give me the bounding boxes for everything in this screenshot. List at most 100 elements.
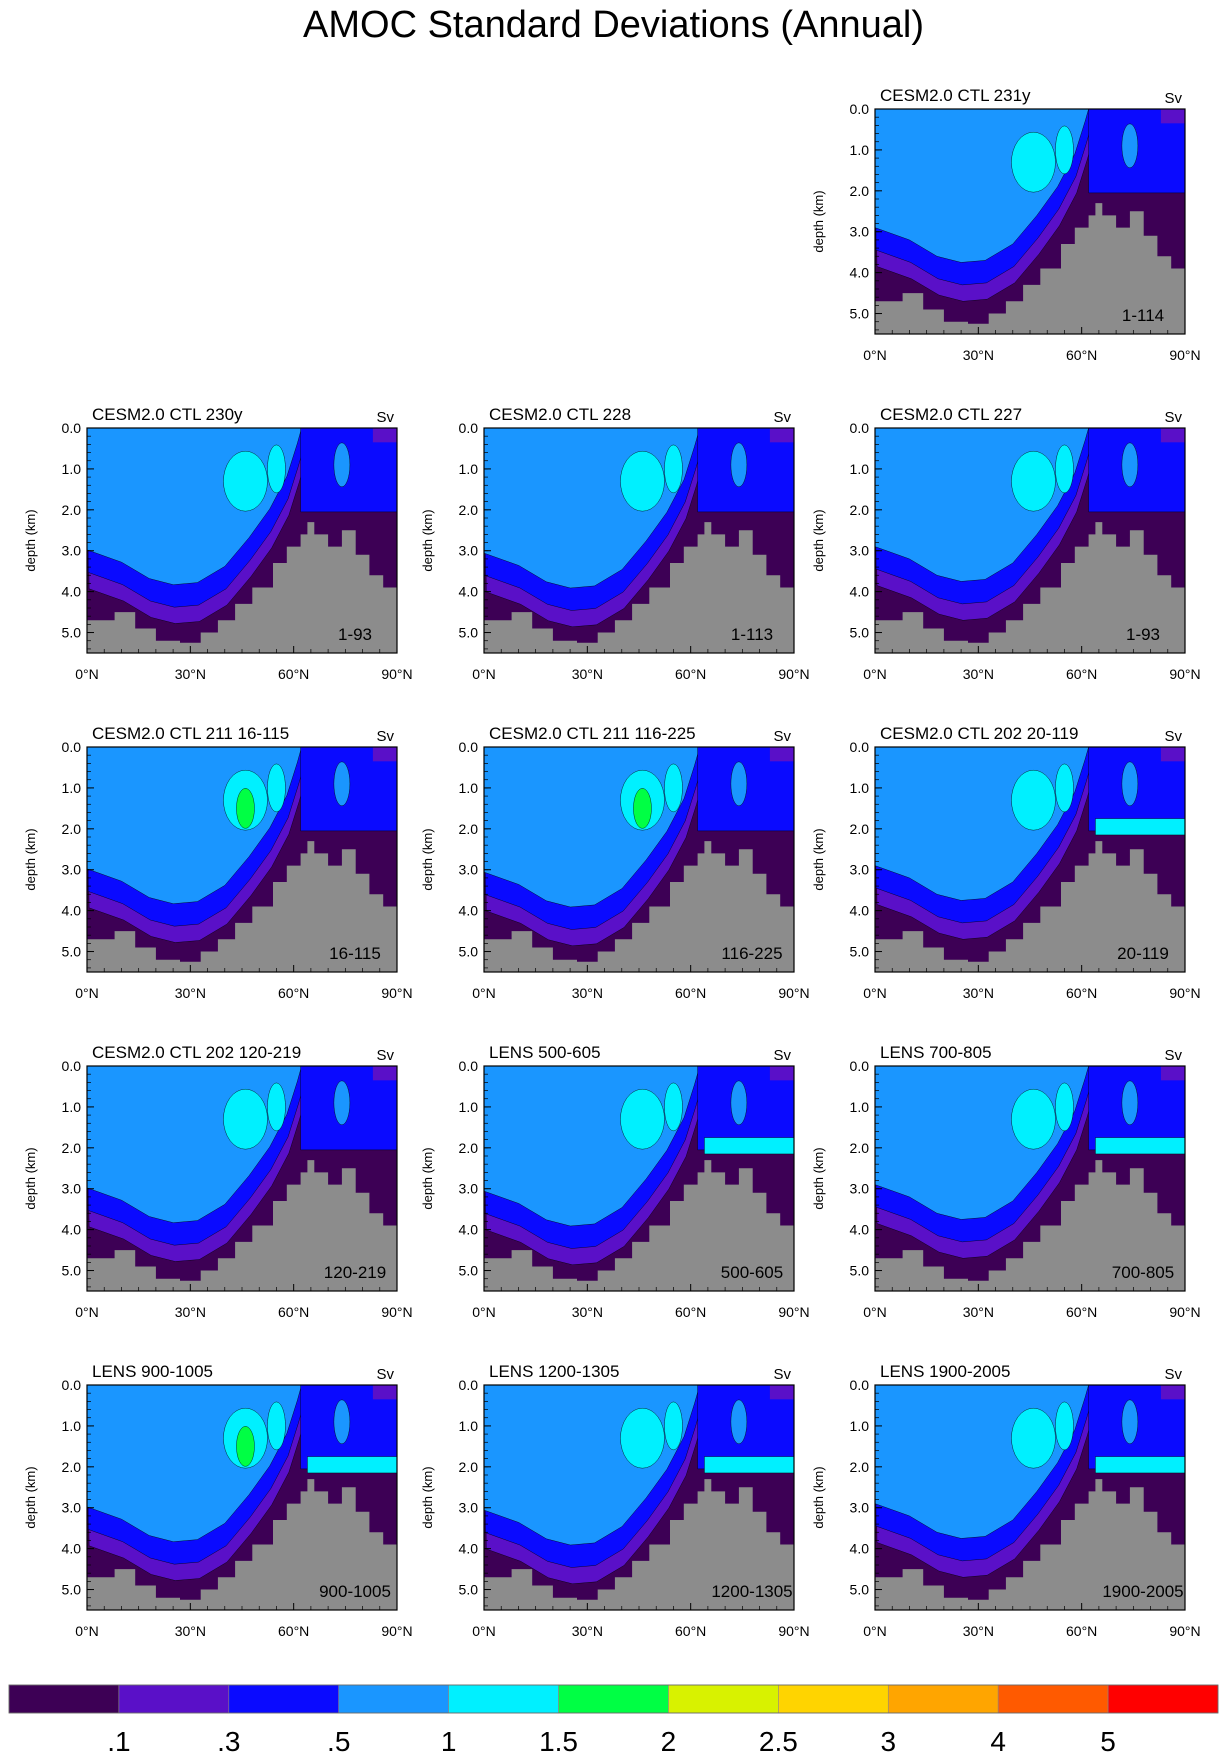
y-tick-label: 3.0 — [850, 862, 870, 878]
colorbar-swatch — [778, 1684, 889, 1714]
y-tick-label: 1.0 — [850, 142, 870, 158]
x-tick-label: 30°N — [572, 666, 603, 682]
y-axis-label: depth (km) — [23, 509, 38, 571]
max-blob-2 — [1055, 763, 1074, 813]
y-tick-label: 5.0 — [459, 944, 479, 960]
x-tick-label: 60°N — [278, 1623, 309, 1639]
units-label: Sv — [376, 409, 394, 426]
panel-title: LENS 500-605 — [489, 1043, 601, 1062]
panel: 0.0 1.0 2.0 3.0 4.0 5.0 0°N 30°N 60°N 90°N depth (… — [23, 1043, 413, 1320]
y-tick-label: 4.0 — [62, 903, 82, 919]
panel: 0.0 1.0 2.0 3.0 4.0 5.0 0°N 30°N 60°N 90°N depth (… — [23, 405, 413, 682]
surface-strip — [1160, 1385, 1185, 1400]
colorbar-swatch — [668, 1684, 779, 1714]
y-tick-label: 4.0 — [850, 1222, 870, 1238]
colorbar-swatch — [887, 1684, 999, 1714]
panel: 0.0 1.0 2.0 3.0 4.0 5.0 0°N 30°N 60°N 90°N depth (… — [420, 405, 810, 682]
y-tick-label: 4.0 — [62, 1541, 82, 1557]
x-tick-label: 60°N — [675, 1623, 706, 1639]
colorbar-label: 3 — [880, 1726, 896, 1757]
y-axis-label: depth (km) — [811, 509, 826, 571]
max-blob-2 — [267, 1082, 286, 1132]
y-tick-label: 2.0 — [459, 1140, 479, 1156]
y-tick-label: 3.0 — [62, 1500, 82, 1516]
y-tick-label: 2.0 — [459, 821, 479, 837]
x-tick-label: 90°N — [381, 1304, 412, 1320]
land-mask — [875, 1479, 1185, 1610]
y-tick-label: 1.0 — [459, 1099, 479, 1115]
x-tick-label: 0°N — [472, 1304, 496, 1320]
colorbar-swatch — [1107, 1684, 1219, 1714]
max-blob-2 — [267, 1401, 286, 1451]
x-tick-label: 90°N — [778, 985, 809, 1001]
colorbar-swatch — [228, 1684, 340, 1714]
surface-strip — [1160, 428, 1185, 443]
nh-blob — [730, 761, 748, 807]
x-tick-label: 90°N — [381, 1623, 412, 1639]
main-title: AMOC Standard Deviations (Annual) — [303, 4, 924, 46]
x-tick-label: 0°N — [75, 1304, 99, 1320]
nh-blob — [1121, 1080, 1139, 1126]
y-tick-label: 2.0 — [850, 502, 870, 518]
y-tick-label: 0.0 — [850, 1058, 870, 1074]
y-axis-label: depth (km) — [811, 1147, 826, 1209]
y-tick-label: 3.0 — [459, 862, 479, 878]
surface-strip — [372, 1066, 397, 1081]
panels-group: 0.0 1.0 2.0 3.0 4.0 5.0 0°N 30°N 60°N 90°N depth (… — [23, 86, 1201, 1639]
x-tick-label: 60°N — [278, 1304, 309, 1320]
max-blob-1 — [620, 450, 665, 512]
y-tick-label: 1.0 — [62, 1099, 82, 1115]
y-tick-label: 2.0 — [850, 1459, 870, 1475]
max-blob-2 — [664, 1082, 683, 1132]
panel-title: CESM2.0 CTL 211 116-225 — [489, 724, 696, 743]
panel-title: LENS 700-805 — [880, 1043, 992, 1062]
colorbar-swatch — [8, 1684, 120, 1714]
y-tick-label: 0.0 — [459, 420, 479, 436]
x-tick-label: 60°N — [1066, 1623, 1097, 1639]
max-blob-2 — [664, 444, 683, 494]
surface-strip — [1160, 109, 1185, 124]
y-tick-label: 3.0 — [850, 1181, 870, 1197]
x-tick-label: 90°N — [778, 1623, 809, 1639]
x-tick-label: 0°N — [863, 666, 887, 682]
x-tick-label: 90°N — [1169, 666, 1200, 682]
nh-band-max — [704, 1456, 794, 1474]
x-tick-label: 30°N — [572, 1623, 603, 1639]
nh-band-max — [1095, 818, 1185, 836]
y-tick-label: 3.0 — [850, 543, 870, 559]
y-tick-label: 5.0 — [850, 306, 870, 322]
colorbar-swatch — [448, 1684, 559, 1714]
max-blob-2 — [1055, 1082, 1074, 1132]
x-tick-label: 30°N — [963, 985, 994, 1001]
colorbar: .1 .3 .5 1 1.5 2 2.5 3 4 5 — [8, 1684, 1219, 1757]
y-tick-label: 2.0 — [62, 1459, 82, 1475]
x-tick-label: 0°N — [863, 985, 887, 1001]
max-blob-1 — [223, 1088, 268, 1150]
x-tick-label: 60°N — [1066, 666, 1097, 682]
land-mask — [87, 841, 397, 972]
nh-blob — [333, 1399, 351, 1445]
surface-strip — [769, 1385, 794, 1400]
panel-title: CESM2.0 CTL 231y — [880, 86, 1031, 105]
units-label: Sv — [1164, 90, 1182, 107]
nh-blob — [1121, 761, 1139, 807]
x-tick-label: 30°N — [175, 985, 206, 1001]
x-tick-label: 0°N — [863, 347, 887, 363]
colorbar-label: .3 — [217, 1726, 240, 1757]
colorbar-swatch — [558, 1684, 669, 1714]
y-tick-label: 4.0 — [459, 903, 479, 919]
y-tick-label: 4.0 — [850, 584, 870, 600]
units-label: Sv — [773, 1047, 791, 1064]
colorbar-label: 2 — [661, 1726, 677, 1757]
panel-title: CESM2.0 CTL 211 16-115 — [92, 724, 289, 743]
x-tick-label: 30°N — [175, 666, 206, 682]
y-tick-label: 0.0 — [459, 1377, 479, 1393]
nh-blob — [1121, 442, 1139, 488]
max-blob-1 — [620, 1088, 665, 1150]
units-label: Sv — [1164, 728, 1182, 745]
land-mask — [875, 522, 1185, 653]
y-tick-label: 0.0 — [62, 1058, 82, 1074]
colorbar-label: 1.5 — [539, 1726, 578, 1757]
x-tick-label: 60°N — [1066, 985, 1097, 1001]
